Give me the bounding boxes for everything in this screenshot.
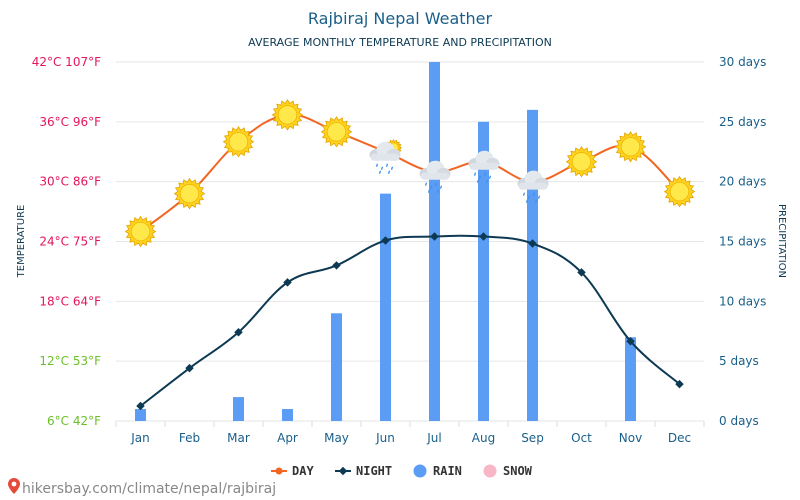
night-point bbox=[283, 278, 292, 287]
x-tick-label: Feb bbox=[179, 431, 200, 445]
left-tick-label: 12°C 53°F bbox=[39, 354, 101, 368]
sun-icon bbox=[663, 175, 696, 208]
rain-bar bbox=[233, 397, 244, 421]
right-tick-label: 20 days bbox=[719, 175, 766, 189]
rain-bar bbox=[429, 62, 440, 421]
icon-layer bbox=[124, 99, 696, 248]
night-point bbox=[332, 261, 341, 270]
night-point bbox=[234, 328, 243, 337]
rain-bar bbox=[331, 313, 342, 421]
legend-item-rain[interactable]: RAIN bbox=[413, 464, 462, 478]
right-axis-title: PRECIPITATION bbox=[776, 204, 787, 278]
sun-icon bbox=[614, 131, 647, 163]
right-tick-label: 0 days bbox=[719, 414, 759, 428]
rain-bar bbox=[380, 193, 391, 421]
sun-icon bbox=[124, 215, 157, 248]
rain-cloud-icon bbox=[419, 160, 451, 193]
x-tick-label: May bbox=[324, 431, 349, 445]
sun-icon bbox=[565, 145, 598, 178]
right-tick-label: 15 days bbox=[719, 235, 766, 249]
sun-icon bbox=[320, 116, 353, 148]
day-line bbox=[139, 113, 681, 233]
axis-layer: 42°C 107°F 36°C 96°F 30°C 86°F 24°C 75°F 18°… bbox=[32, 55, 767, 445]
left-tick-label: 36°C 96°F bbox=[39, 115, 101, 129]
night-point bbox=[381, 236, 390, 245]
legend-label: NIGHT bbox=[356, 464, 392, 478]
legend-item-night[interactable]: NIGHT bbox=[335, 464, 392, 478]
rain-bar bbox=[478, 121, 489, 421]
night-point bbox=[577, 268, 586, 277]
night-line bbox=[139, 234, 681, 407]
legend-label: RAIN bbox=[433, 464, 462, 478]
left-axis-title: TEMPERATURE bbox=[16, 205, 27, 279]
x-tick-label: Aug bbox=[472, 431, 495, 445]
right-tick-label: 30 days bbox=[719, 55, 766, 69]
left-tick-label: 18°C 64°F bbox=[39, 294, 101, 308]
sun-icon bbox=[271, 99, 304, 131]
line-layer bbox=[136, 113, 684, 411]
x-tick-label: Oct bbox=[571, 431, 592, 445]
x-tick-label: Sep bbox=[521, 431, 544, 445]
sun-icon bbox=[222, 126, 255, 158]
night-point bbox=[626, 336, 635, 346]
right-tick-label: 5 days bbox=[719, 354, 759, 368]
legend-label: DAY bbox=[292, 464, 314, 478]
legend-label: SNOW bbox=[503, 464, 533, 478]
x-tick-label: Jul bbox=[426, 431, 441, 445]
footer: hikersbay.com/climate/nepal/rajbiraj bbox=[8, 478, 276, 497]
rain-bar bbox=[282, 409, 293, 421]
rain-cloud-icon bbox=[468, 150, 500, 183]
x-tick-label: Mar bbox=[227, 431, 250, 445]
legend: DAY NIGHT RAIN SNOW bbox=[271, 464, 533, 478]
night-point bbox=[675, 379, 684, 389]
chart-title: Rajbiraj Nepal Weather bbox=[308, 9, 493, 28]
x-tick-label: Jan bbox=[130, 431, 150, 445]
right-tick-label: 25 days bbox=[719, 115, 766, 129]
right-tick-label: 10 days bbox=[719, 294, 766, 308]
night-point bbox=[430, 232, 439, 241]
footer-url[interactable]: hikersbay.com/climate/nepal/rajbiraj bbox=[22, 481, 276, 497]
rain-bar bbox=[135, 409, 146, 421]
sun-rain-cloud-icon bbox=[369, 139, 403, 174]
sun-icon bbox=[173, 177, 206, 210]
x-tick-label: Apr bbox=[277, 431, 298, 445]
x-tick-label: Jun bbox=[375, 431, 395, 445]
legend-item-day[interactable]: DAY bbox=[271, 464, 314, 478]
rain-cloud-icon bbox=[517, 170, 549, 203]
chart-subtitle: AVERAGE MONTHLY TEMPERATURE AND PRECIPIT… bbox=[248, 36, 552, 49]
left-tick-label: 24°C 75°F bbox=[39, 235, 101, 249]
night-point bbox=[479, 232, 488, 241]
grid-layer bbox=[115, 61, 705, 427]
night-point bbox=[136, 401, 145, 411]
x-tick-label: Dec bbox=[668, 431, 691, 445]
left-tick-label: 42°C 107°F bbox=[32, 55, 101, 69]
location-pin-icon bbox=[8, 478, 20, 494]
left-tick-label: 6°C 42°F bbox=[47, 414, 101, 428]
left-tick-label: 30°C 86°F bbox=[39, 175, 101, 189]
rain-bar bbox=[625, 337, 636, 421]
bar-layer bbox=[135, 62, 636, 421]
night-point bbox=[185, 363, 194, 373]
x-tick-label: Nov bbox=[619, 431, 642, 445]
rain-bar bbox=[527, 109, 538, 421]
legend-item-snow[interactable]: SNOW bbox=[483, 464, 533, 478]
